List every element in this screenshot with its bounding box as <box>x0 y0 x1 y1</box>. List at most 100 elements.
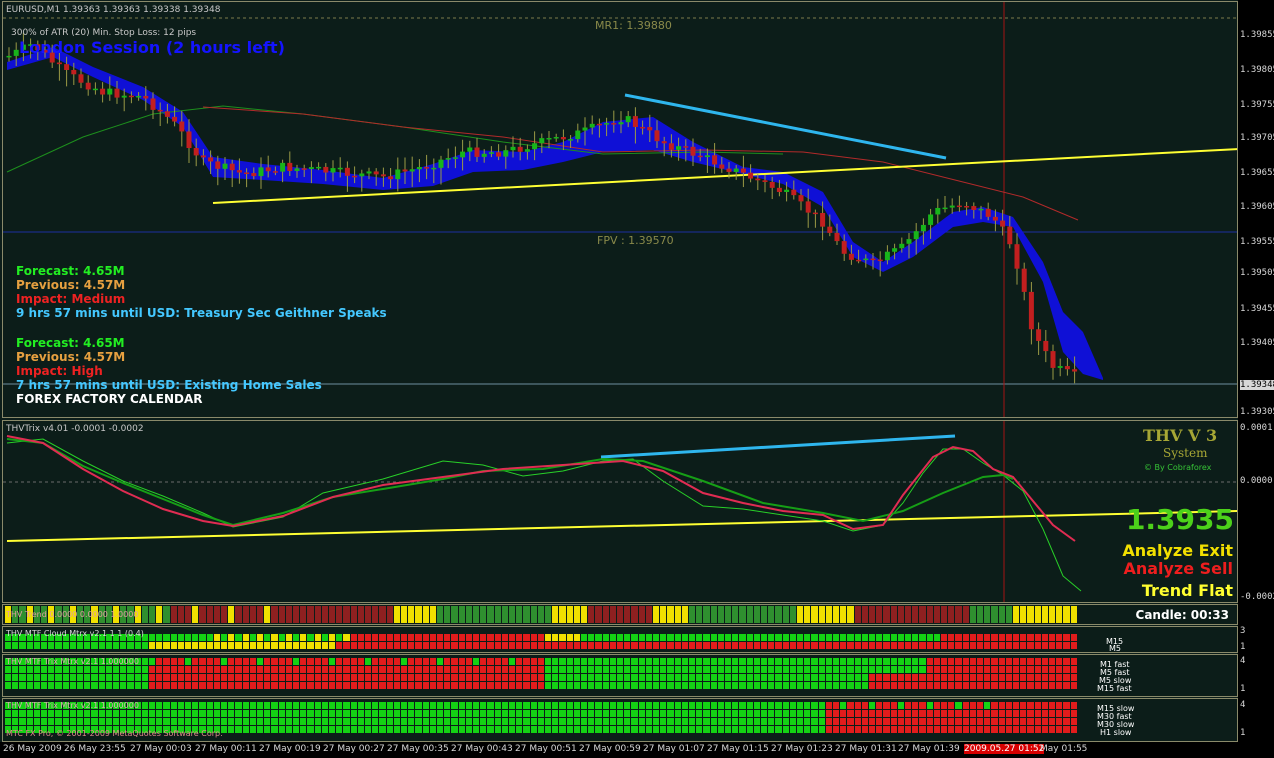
matrix-cell <box>343 634 350 641</box>
matrix-cell <box>941 718 948 725</box>
matrix-cell <box>768 606 775 623</box>
matrix-cell <box>429 666 436 673</box>
candle-body <box>596 123 602 126</box>
matrix-cell <box>516 666 523 673</box>
matrix-cell <box>789 702 796 709</box>
matrix-cell <box>480 642 487 649</box>
matrix-cell <box>120 674 127 681</box>
matrix-cell <box>329 642 336 649</box>
matrix-cell <box>869 710 876 717</box>
matrix-cell <box>890 606 897 623</box>
matrix-cell <box>170 718 177 725</box>
matrix-cell <box>285 658 292 665</box>
matrix-cell <box>300 710 307 717</box>
matrix-cell <box>710 710 717 717</box>
brand-title: THV V 3 <box>1143 426 1218 445</box>
matrix-cell <box>5 702 12 709</box>
matrix-cell <box>941 726 948 733</box>
matrix-cell <box>26 674 33 681</box>
matrix-cell <box>919 634 926 641</box>
time-tick: 26 May 2009 <box>3 744 62 754</box>
matrix-cell <box>883 606 890 623</box>
matrix-cell <box>991 634 998 641</box>
matrix-cell <box>854 666 861 673</box>
matrix-cell <box>127 666 134 673</box>
matrix-cell <box>48 682 55 689</box>
matrix-cell <box>26 710 33 717</box>
matrix-cell <box>725 718 732 725</box>
matrix-cell <box>638 658 645 665</box>
matrix-cell <box>789 642 796 649</box>
matrix-cell <box>797 642 804 649</box>
matrix-cell <box>134 666 141 673</box>
matrix-cell <box>696 666 703 673</box>
matrix-cell <box>365 726 372 733</box>
matrix-cell <box>595 710 602 717</box>
matrix-cell <box>566 682 573 689</box>
matrix-cell <box>905 674 912 681</box>
matrix-cell <box>926 682 933 689</box>
matrix-cell <box>602 710 609 717</box>
matrix-cell <box>149 606 156 623</box>
trend-pane[interactable]: THV Trend 0.0000 0.0000 1.0000 Candle: 0… <box>2 604 1238 625</box>
matrix-cell <box>5 658 12 665</box>
matrix-cell <box>869 658 876 665</box>
matrix-cell <box>84 642 91 649</box>
matrix-cell <box>775 642 782 649</box>
matrix-cell <box>285 634 292 641</box>
matrix-cell <box>170 606 177 623</box>
matrix-cell <box>1020 666 1027 673</box>
matrix-cell <box>1034 702 1041 709</box>
matrix-cell <box>883 710 890 717</box>
matrix-cell <box>401 606 408 623</box>
matrix-cell <box>473 726 480 733</box>
matrix-cell <box>149 718 156 725</box>
matrix-cell <box>696 702 703 709</box>
matrix-cell <box>739 674 746 681</box>
matrix-cell <box>876 634 883 641</box>
matrix-cell <box>235 682 242 689</box>
matrix-cell <box>977 642 984 649</box>
candle-body <box>373 171 379 175</box>
price-pane[interactable]: EURUSD,M1 1.39363 1.39363 1.39338 1.3934… <box>2 1 1238 418</box>
matrix-cell <box>897 666 904 673</box>
matrix-cell <box>861 658 868 665</box>
matrix-cell <box>573 718 580 725</box>
matrix-cell <box>5 718 12 725</box>
matrix-cell <box>206 718 213 725</box>
matrix-cell <box>696 726 703 733</box>
matrix-cell <box>890 718 897 725</box>
matrix-cell <box>221 682 228 689</box>
matrix-cell <box>653 674 660 681</box>
matrix-cell <box>285 710 292 717</box>
matrix-cell <box>185 682 192 689</box>
matrix-cell <box>674 674 681 681</box>
matrix-cell <box>120 606 127 623</box>
matrix-cell <box>840 702 847 709</box>
matrix-cell <box>825 718 832 725</box>
matrix-cell <box>386 702 393 709</box>
matrix-cell <box>1049 674 1056 681</box>
candle-body <box>560 137 566 140</box>
mtf-trix-slow-pane[interactable]: THV MTF Trix Mtrx v2.1 1.000000 M15 slow… <box>2 698 1238 742</box>
matrix-cell <box>465 718 472 725</box>
matrix-cell <box>559 674 566 681</box>
matrix-cell <box>595 702 602 709</box>
mr1-label: MR1: 1.39880 <box>595 19 672 32</box>
matrix-cell <box>854 674 861 681</box>
matrix-cell <box>19 718 26 725</box>
matrix-cell <box>127 710 134 717</box>
matrix-cell <box>703 606 710 623</box>
matrix-cell <box>689 674 696 681</box>
matrix-cell <box>1027 666 1034 673</box>
mtf-trix-fast-pane[interactable]: THV MTF Trix Mtrx v2.1 1.000000 M1 fast … <box>2 654 1238 697</box>
matrix-cell <box>710 666 717 673</box>
mtf-cloud-pane[interactable]: THV MTF Cloud Mtrx v2.1 1 1 (0.4) M15 M5 <box>2 626 1238 653</box>
trix-pane[interactable]: THVTrix v4.01 -0.0001 -0.0002 THV V 3 Sy… <box>2 420 1238 603</box>
matrix-cell <box>681 718 688 725</box>
matrix-cell <box>509 710 516 717</box>
matrix-cell <box>437 726 444 733</box>
matrix-cell <box>1056 718 1063 725</box>
matrix-cell <box>761 702 768 709</box>
matrix-cell <box>984 702 991 709</box>
